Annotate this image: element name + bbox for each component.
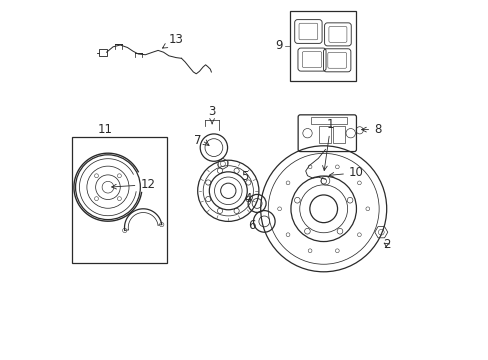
Text: 2: 2 bbox=[382, 238, 389, 251]
Text: 9: 9 bbox=[274, 39, 282, 53]
Text: 12: 12 bbox=[111, 178, 155, 191]
Text: 3: 3 bbox=[208, 105, 215, 124]
Text: 8: 8 bbox=[361, 123, 381, 136]
Text: 7: 7 bbox=[193, 134, 201, 147]
Bar bbox=[289, 11, 355, 81]
Bar bbox=[333, 126, 344, 143]
Bar bbox=[318, 126, 330, 143]
Bar bbox=[99, 49, 106, 56]
Bar bbox=[310, 117, 346, 124]
Text: 6: 6 bbox=[247, 219, 255, 231]
Text: 11: 11 bbox=[98, 123, 112, 136]
Text: 10: 10 bbox=[328, 166, 363, 179]
Text: 1: 1 bbox=[322, 118, 334, 171]
Text: 5: 5 bbox=[241, 170, 248, 183]
Text: 4: 4 bbox=[244, 192, 251, 205]
Bar bbox=[72, 137, 167, 263]
Text: 13: 13 bbox=[162, 33, 183, 48]
